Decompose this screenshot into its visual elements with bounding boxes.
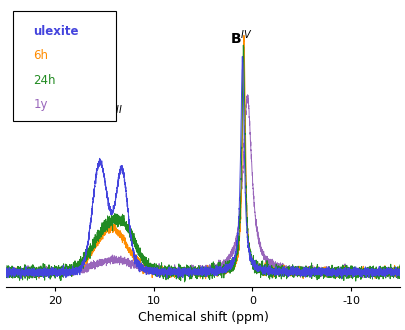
FancyBboxPatch shape bbox=[13, 11, 116, 121]
Text: 6h: 6h bbox=[33, 50, 48, 62]
Text: 24h: 24h bbox=[33, 74, 55, 87]
Text: B$^{III}$: B$^{III}$ bbox=[102, 103, 123, 122]
Text: B$^{IV}$: B$^{IV}$ bbox=[229, 28, 252, 47]
Text: ulexite: ulexite bbox=[33, 25, 79, 38]
Text: 1y: 1y bbox=[33, 98, 47, 111]
X-axis label: Chemical shift (ppm): Chemical shift (ppm) bbox=[137, 312, 268, 324]
